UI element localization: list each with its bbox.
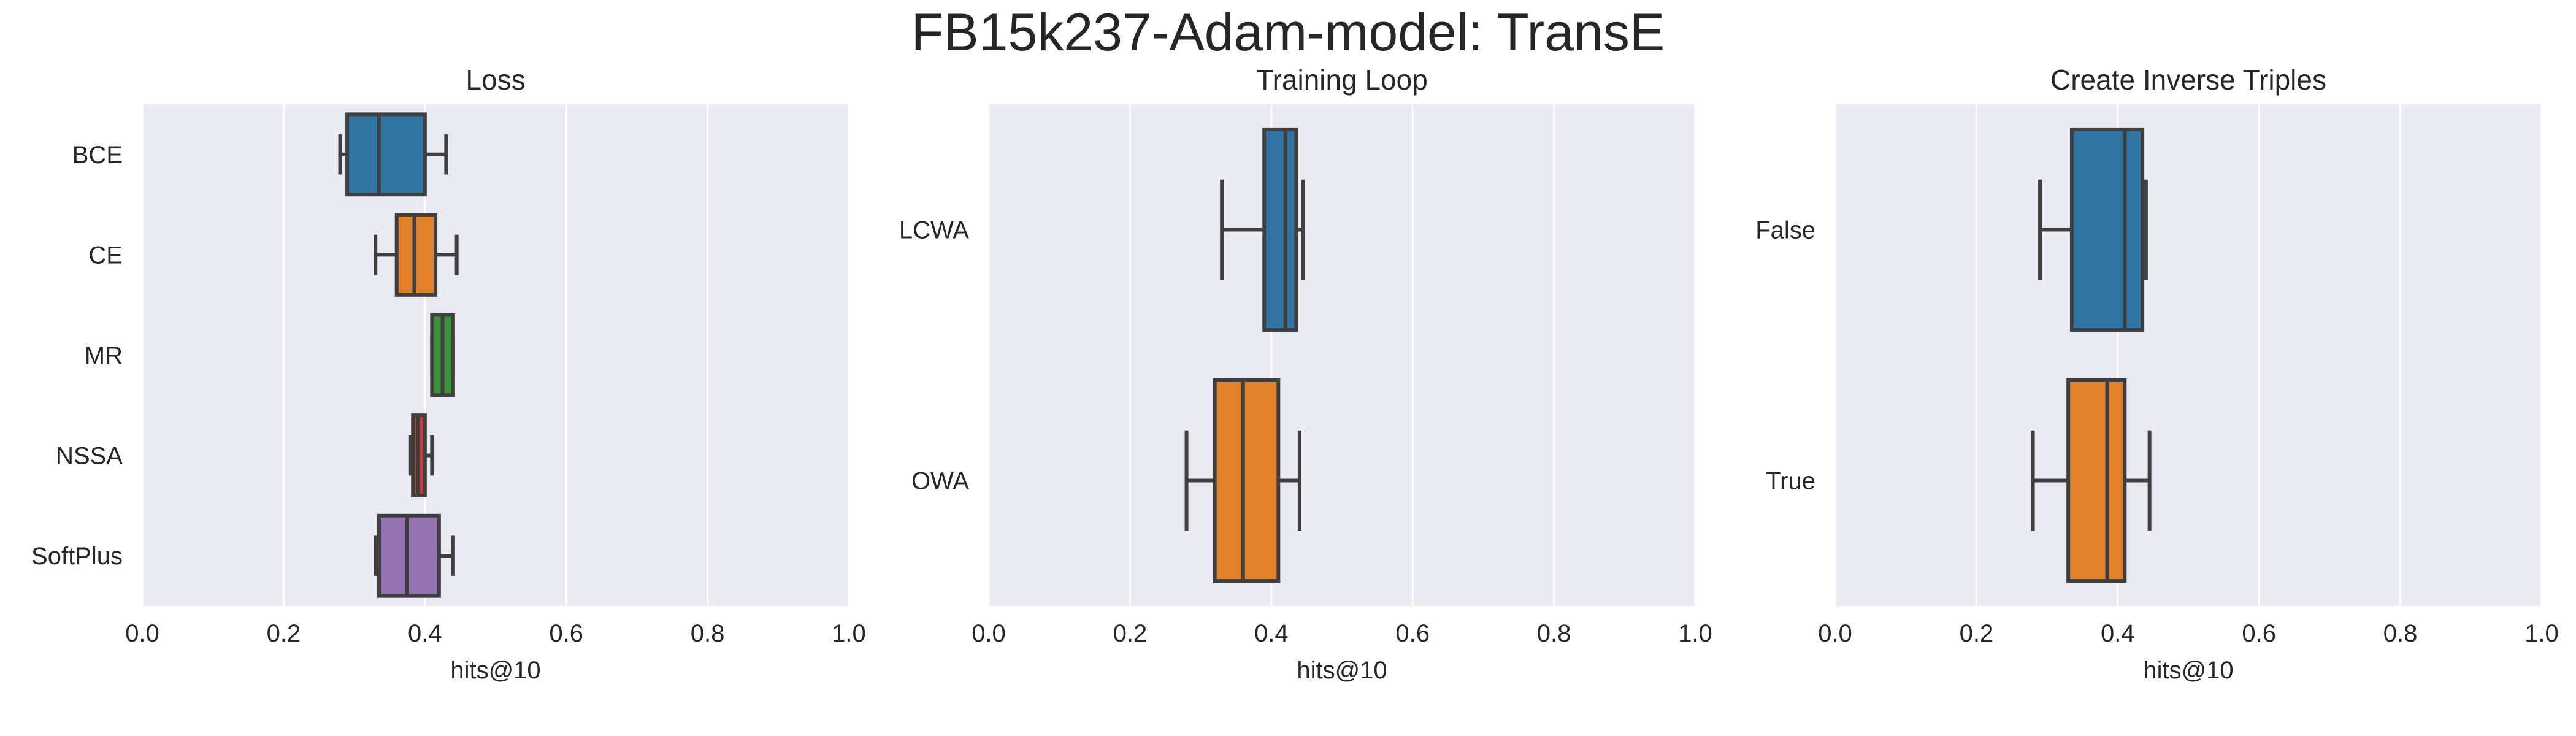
x-tick-label: 0.6 [549, 620, 583, 647]
y-tick-label: NSSA [56, 443, 123, 470]
subplot-title: Loss [466, 64, 525, 96]
x-tick-label: 0.8 [2383, 620, 2418, 647]
x-tick-label: 1.0 [1678, 620, 1712, 647]
subplot-title: Create Inverse Triples [2050, 64, 2326, 96]
x-tick-label: 0.6 [1395, 620, 1430, 647]
x-axis-label: hits@10 [1297, 657, 1387, 684]
iqr-box [2066, 378, 2127, 583]
box-nssa [408, 413, 434, 498]
x-tick-label: 0.2 [1113, 620, 1148, 647]
box-ce [374, 212, 459, 297]
box-owa [1184, 378, 1301, 583]
iqr-box [1262, 127, 1298, 332]
x-tick-label: 0.4 [1254, 620, 1289, 647]
plot-area [989, 104, 1695, 606]
x-tick-label: 0.0 [1818, 620, 1852, 647]
subplot-1: 0.0 0.2 0.4 0.6 0.8 1.0 Loss hits@10 BCE CE MR NSSA… [31, 64, 866, 684]
y-tick-label: SoftPlus [31, 543, 123, 570]
x-tick-label: 1.0 [832, 620, 866, 647]
x-axis-label: hits@10 [2143, 657, 2233, 684]
y-tick-label: CE [88, 242, 123, 269]
subplots: 0.0 0.2 0.4 0.6 0.8 1.0 Loss hits@10 BCE CE MR NSSA… [31, 64, 2559, 684]
figure-title: FB15k237-Adam-model: TransE [911, 3, 1665, 62]
plot-area [1835, 104, 2542, 606]
box-false [2038, 127, 2148, 332]
iqr-box [345, 112, 427, 197]
iqr-box [2069, 127, 2145, 332]
y-tick-label: BCE [72, 142, 123, 169]
box-softplus [374, 513, 455, 598]
subplot-title: Training Loop [1256, 64, 1428, 96]
box-bce [338, 112, 448, 197]
x-tick-label: 1.0 [2524, 620, 2559, 647]
y-tick-label: OWA [911, 468, 969, 495]
box-mr [430, 313, 455, 397]
x-tick-label: 0.8 [691, 620, 725, 647]
y-tick-label: LCWA [899, 217, 969, 244]
x-tick-label: 0.8 [1537, 620, 1571, 647]
iqr-box [1213, 378, 1281, 583]
x-tick-label: 0.4 [2101, 620, 2135, 647]
y-tick-label: True [1766, 468, 1815, 495]
x-tick-label: 0.0 [125, 620, 159, 647]
subplot-3: 0.0 0.2 0.4 0.6 0.8 1.0 Create Inverse Triples… [1755, 64, 2559, 684]
box-true [2031, 378, 2152, 583]
x-tick-label: 0.6 [2242, 620, 2276, 647]
box-lcwa [1220, 127, 1305, 332]
x-tick-label: 0.2 [1960, 620, 1994, 647]
y-tick-label: MR [85, 342, 123, 369]
y-tick-label: False [1755, 217, 1815, 244]
x-tick-label: 0.0 [972, 620, 1006, 647]
x-tick-label: 0.4 [408, 620, 442, 647]
x-tick-label: 0.2 [267, 620, 301, 647]
subplot-2: 0.0 0.2 0.4 0.6 0.8 1.0 Training Loop hits@10 LC… [899, 64, 1712, 684]
plot-area [142, 104, 849, 606]
x-axis-label: hits@10 [450, 657, 540, 684]
